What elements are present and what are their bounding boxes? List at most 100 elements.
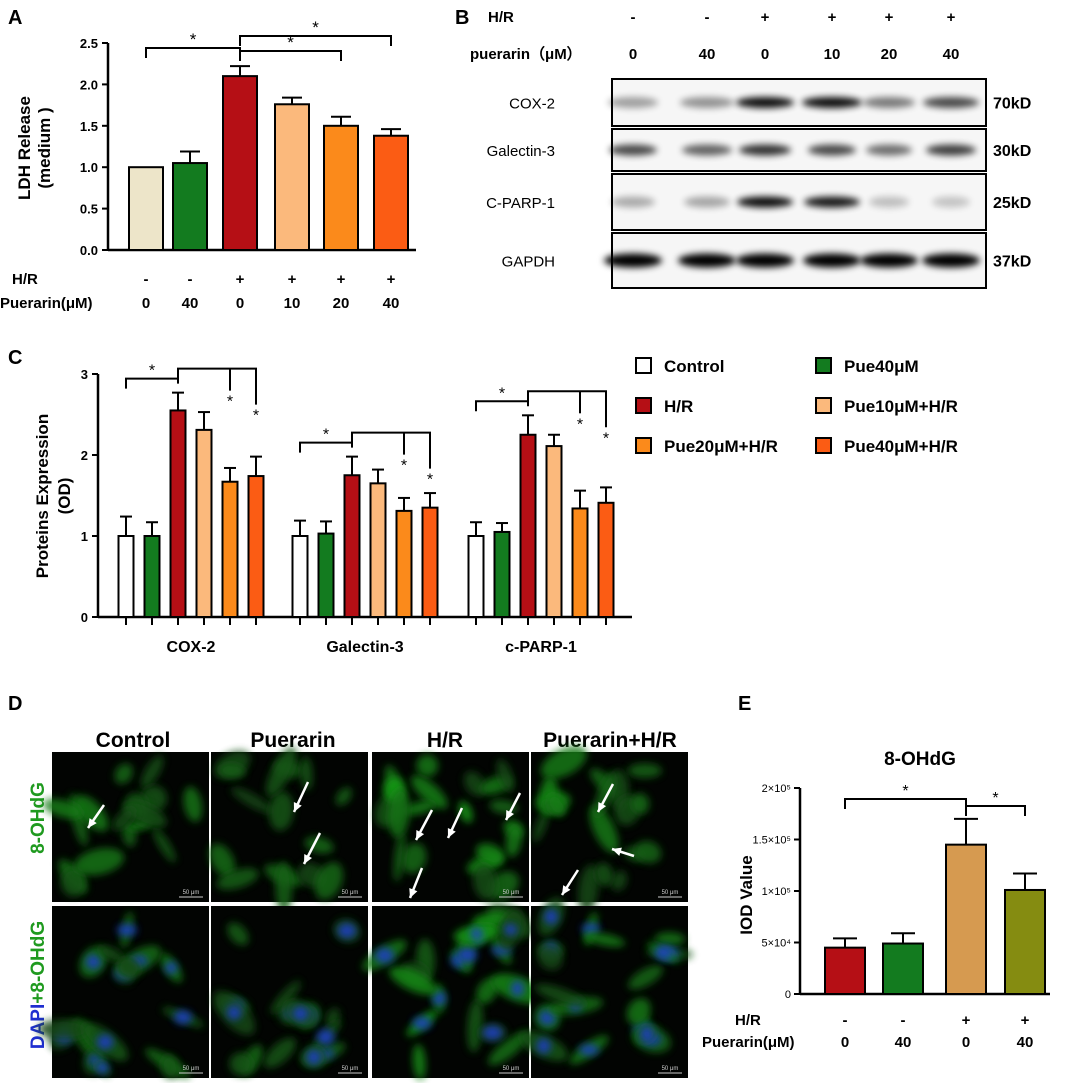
panel-c-sig-star: *: [499, 385, 505, 402]
panel-c-bar-1-5: [421, 506, 439, 618]
panel-c-bar-2-2: [519, 433, 537, 618]
cell-signal: [628, 965, 663, 990]
blot-band: [611, 196, 655, 208]
blot-band: [739, 144, 791, 156]
panel-c-bar-1-1: [317, 532, 335, 619]
blot-header-value: 40: [943, 46, 960, 63]
panel-a-cond-value: 40: [182, 295, 199, 312]
panel-c-category-label: COX-2: [167, 639, 216, 656]
blot-header-value: +: [947, 9, 956, 26]
panel-e-bar-0: [824, 946, 866, 996]
nucleus-dapi: [482, 1025, 503, 1040]
panel-c-bar-0-1: [143, 535, 161, 618]
nucleus-dapi: [412, 1016, 432, 1030]
nucleus-dapi: [317, 1029, 335, 1045]
panel-letter-e: E: [738, 693, 751, 715]
nucleus-dapi: [117, 924, 137, 936]
blot-band: [923, 97, 979, 108]
cell-signal: [122, 800, 167, 828]
nucleus-dapi: [470, 928, 483, 939]
panel-c-sig-star: *: [149, 363, 155, 380]
cell-signal: [467, 999, 484, 1053]
cell-signal: [229, 1052, 253, 1076]
cell-signal: [634, 840, 662, 864]
panel-a-sig-star: *: [190, 30, 197, 49]
blot-strip-2: [611, 173, 987, 231]
nucleus-dapi: [581, 923, 601, 935]
nucleus-dapi: [173, 1010, 193, 1024]
panel-a-bar-5: [373, 134, 409, 251]
panel-c-axes: Proteins Expression (OD) 0 1 2 3: [33, 367, 632, 625]
cell-signal: [496, 759, 514, 793]
blot-header-value: 20: [881, 46, 898, 63]
cell-signal: [216, 868, 259, 890]
blot-band: [736, 253, 794, 268]
panel-c-sig-star: *: [401, 458, 407, 475]
panel-c-bar-0-4: [221, 480, 239, 619]
panel-a-cond-value: 20: [333, 295, 350, 312]
cell-signal: [270, 980, 302, 1015]
cell-signal: [464, 771, 486, 797]
blot-header-label: H/R: [488, 9, 514, 26]
white-arrowhead: [598, 802, 607, 812]
panel-c-sig-star: *: [227, 394, 233, 411]
legend-label: Pue20μM+H/R: [664, 437, 778, 456]
scale-bar-label: 50 μm: [183, 890, 200, 896]
blot-band: [737, 196, 793, 208]
panel-e-ytick-label: 0: [785, 989, 791, 1001]
cell-signal: [183, 786, 203, 822]
panel-a-cond-value: +: [236, 271, 245, 288]
panel-b-western-blot: H/R - - + + + + puerarin（μM） 0 40 0 10 20 40 COX-2 70k…: [470, 9, 1031, 289]
panel-e-sig-star: *: [902, 783, 908, 800]
cell-signal: [314, 862, 344, 900]
panel-a-ylabel-part-1: (medium ): [35, 107, 54, 188]
cell-signal: [473, 864, 498, 901]
blot-size-label: 70kD: [993, 96, 1031, 113]
scale-bar-label: 50 μm: [183, 1066, 200, 1072]
cell-signal: [117, 956, 141, 979]
panel-e-cond-label: H/R: [735, 1012, 761, 1029]
blot-band: [869, 196, 909, 208]
panel-a-cond-value: +: [288, 271, 297, 288]
panel-a-cond-label: H/R: [12, 271, 38, 288]
panel-e-ytick-label: 5×10⁴: [761, 938, 791, 950]
panel-e-chart: 8-OHdG IOD Value 0 5×10⁴ 1×10⁵ 1.5×10⁵ 2×10⁵…: [702, 749, 1050, 1051]
cell-signal: [114, 763, 133, 784]
cell-signal: [626, 998, 651, 1026]
panel-c-sig-star: *: [603, 430, 609, 447]
white-arrowhead: [416, 830, 425, 840]
panel-a-ytick-label: 1.5: [80, 119, 98, 134]
panel-c-bar-1-3: [369, 482, 387, 618]
nucleus-dapi: [640, 1026, 654, 1042]
panel-c-bar-0-5: [247, 475, 265, 618]
panel-e-bar-2: [945, 843, 987, 996]
cell-signal: [534, 984, 587, 1007]
cell-signal: [654, 932, 686, 946]
blot-band: [604, 253, 662, 268]
cell-signal: [584, 932, 626, 947]
white-arrowhead: [447, 828, 456, 838]
nucleus-dapi: [504, 923, 518, 936]
panel-a-ylabel-part-0: LDH Release: [15, 96, 34, 200]
scale-bar-label: 50 μm: [503, 890, 520, 896]
panel-c-sig-bracket: [527, 390, 607, 428]
micrograph-tiles: 50 μm 50 μm 50 μm 50 μm 50 μm 50 μm 50 μm 50 μm: [38, 746, 693, 1080]
blot-protein-label: Galectin-3: [487, 143, 555, 160]
cell-signal: [98, 945, 125, 963]
blot-band: [802, 97, 862, 108]
panel-c-bar-2-0: [467, 535, 485, 618]
panel-e-cond-value: 0: [841, 1034, 849, 1051]
cell-signal: [578, 864, 599, 914]
nucleus-dapi: [292, 1006, 308, 1021]
panel-a-sig-bracket: [239, 50, 342, 61]
cell-signal: [43, 798, 83, 819]
blot-header-label: puerarin（μM）: [470, 45, 582, 63]
cell-signal: [219, 763, 246, 779]
panel-e-ylabel: IOD Value: [737, 855, 756, 934]
panel-e-significance: * *: [844, 783, 1026, 816]
panel-c-category-label: c-PARP-1: [505, 639, 577, 656]
panel-a-cond-value: -: [188, 271, 193, 288]
panel-e-cond-value: +: [962, 1012, 971, 1029]
micrograph-row-label-top: 8-OHdG: [28, 782, 49, 854]
cell-signal: [74, 847, 124, 876]
